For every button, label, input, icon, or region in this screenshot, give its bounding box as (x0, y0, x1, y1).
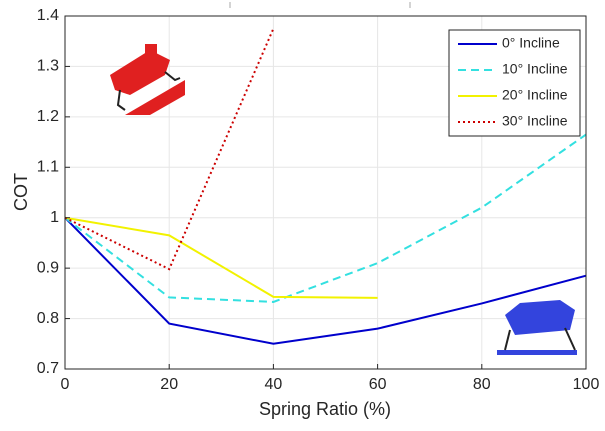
y-axis-label: COT (11, 173, 31, 211)
y-tick-label: 1.3 (37, 58, 59, 75)
series-line (64, 133, 587, 303)
y-tick-label: 1.4 (37, 7, 59, 24)
y-tick-label: 1.2 (37, 108, 59, 125)
x-tick-label: 40 (265, 376, 283, 393)
y-tick-label: 1.1 (37, 159, 59, 176)
series-line (64, 216, 378, 299)
legend-label: 30° Incline (502, 113, 568, 129)
red-robot-icon (110, 44, 185, 115)
legend: 0° Incline 10° Incline 20° Incline 30° Incl… (448, 29, 581, 137)
x-tick-label: 100 (573, 376, 600, 393)
legend-label: 0° Incline (502, 35, 560, 51)
y-tick-label: 0.8 (37, 310, 59, 327)
y-tick-label: 1 (50, 209, 59, 226)
plot-lines (64, 28, 587, 345)
x-tick-label: 60 (369, 376, 387, 393)
legend-label: 20° Incline (502, 87, 568, 103)
series-line (64, 28, 275, 271)
axes-box (64, 15, 587, 370)
x-axis-label: Spring Ratio (%) (259, 399, 391, 419)
y-tick-label: 0.7 (37, 360, 59, 377)
x-tick-label: 0 (61, 376, 70, 393)
legend-label: 10° Incline (502, 61, 568, 77)
x-tick-label: 20 (160, 376, 178, 393)
series-line (64, 217, 587, 345)
x-tick-label: 80 (473, 376, 491, 393)
legend-box (448, 29, 581, 137)
y-tick-label: 0.9 (37, 259, 59, 276)
blue-robot-icon (497, 300, 577, 355)
